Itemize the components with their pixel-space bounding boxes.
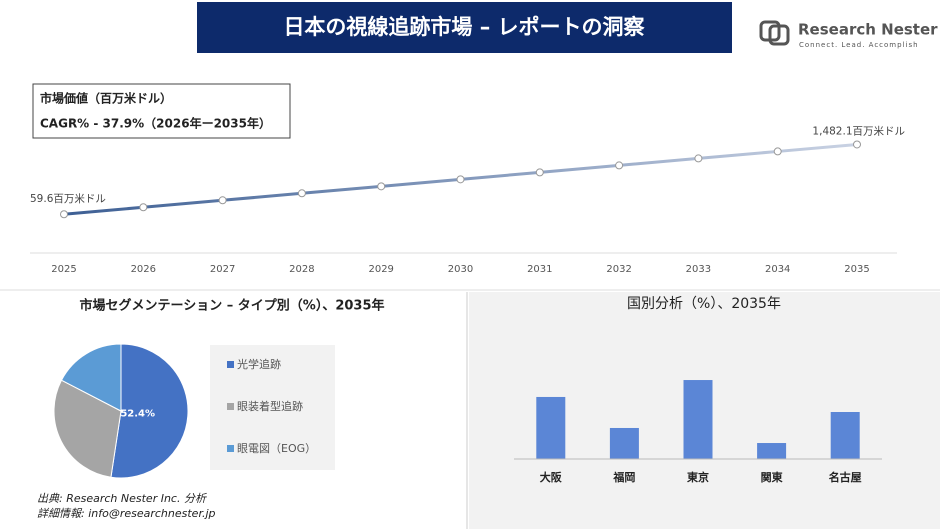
info-box [32, 83, 291, 139]
x-tick-label: 2031 [527, 264, 552, 275]
point [297, 189, 306, 198]
point [615, 161, 624, 170]
bar [609, 427, 639, 459]
x-tick-label: 2032 [606, 264, 631, 275]
x-tick-label: 2034 [765, 264, 790, 275]
legend-swatch [227, 445, 234, 452]
legend-label: 眼電図（EOG） [237, 442, 316, 455]
logo-name: Research Nester [798, 21, 938, 39]
contact: 詳細情報: info@researchnester.jp [37, 507, 216, 520]
point [377, 182, 386, 191]
x-tick-label: 名古屋 [829, 470, 862, 484]
bar [536, 396, 566, 459]
point [60, 210, 68, 219]
x-tick-label: 2026 [131, 264, 156, 275]
x-tick-label: 2029 [368, 264, 393, 275]
line-annotation: CAGR% - 37.9%（2026年ー2035年） [40, 116, 271, 131]
legend-label: 眼装着型追跡 [237, 399, 303, 413]
line-subtitle: 市場価値（百万米ドル） [40, 91, 172, 106]
x-tick-label: 2027 [210, 264, 235, 275]
logo-icon [768, 24, 790, 46]
source: 出典: Research Nester Inc. 分析 [37, 492, 208, 505]
pie-slice [110, 343, 189, 479]
x-tick-label: 2030 [448, 264, 473, 275]
x-tick-label: 大阪 [540, 470, 563, 484]
bar-title: 国別分析（%）、2035年 [627, 296, 781, 312]
point [535, 168, 544, 177]
x-tick-label: 2035 [844, 264, 869, 275]
value-label: 1,482.1百万米ドル [812, 124, 905, 137]
point [773, 147, 782, 156]
header-title: 日本の視線追跡市場 – レポートの洞察 [283, 15, 645, 39]
logo-tagline: Connect. Lead. Accomplish [799, 41, 919, 49]
x-tick-label: 東京 [687, 470, 709, 484]
point [456, 175, 465, 184]
point [694, 154, 703, 163]
pie-slice [53, 379, 122, 478]
value-label: 59.6百万米ドル [30, 192, 106, 205]
bar [683, 380, 713, 459]
x-tick-label: 2028 [289, 264, 314, 275]
x-tick-label: 福岡 [612, 470, 635, 484]
pie-slice [60, 343, 122, 412]
x-tick-label: 2033 [686, 264, 711, 275]
point [853, 140, 861, 149]
x-tick-label: 関東 [761, 470, 784, 484]
pie-title: 市場セグメンテーション – タイプ別（%）、2035年 [80, 298, 385, 314]
bar [757, 443, 787, 459]
point [139, 203, 148, 212]
x-tick-label: 2025 [51, 264, 76, 275]
bar [830, 412, 860, 459]
value-label: 52.4% [120, 408, 155, 419]
point [218, 196, 227, 205]
legend-swatch [227, 361, 234, 368]
legend-swatch [227, 403, 234, 410]
legend-label: 光学追跡 [237, 357, 281, 371]
logo: Research Nester Connect. Lead. Accomplis… [759, 20, 938, 49]
header-bar [197, 2, 732, 53]
